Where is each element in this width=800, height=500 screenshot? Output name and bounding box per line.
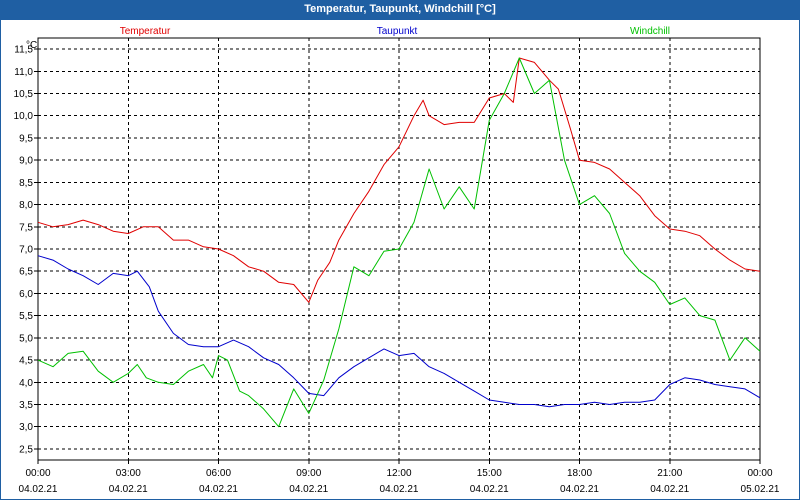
x-tick-date: 04.02.21 [289,484,328,495]
y-tick-label: 7,5 [19,222,33,233]
y-tick-label: 4,5 [19,356,33,367]
x-tick-date: 04.02.21 [109,484,148,495]
plot-border [37,37,761,461]
y-tick-label: 11,0 [14,67,33,78]
legend-temperatur: Temperatur [120,26,171,37]
y-tick-label: 2,5 [19,444,33,455]
series-line-taupunkt [37,255,761,408]
y-tick-label: 8,0 [19,200,33,211]
y-axis-unit: °C [26,40,37,51]
x-tick-date: 04.02.21 [199,484,238,495]
x-tick-time: 00:00 [747,468,772,479]
x-tick-time: 12:00 [386,468,411,479]
x-tick-time: 21:00 [657,468,682,479]
x-tick-date: 04.02.21 [380,484,419,495]
y-tick-label: 6,0 [19,289,33,300]
x-tick-date: 04.02.21 [470,484,509,495]
y-tick-label: 11,5 [14,45,33,56]
x-tick-date: 04.02.21 [560,484,599,495]
plot-axes [34,37,761,464]
y-tick-label: 10,0 [14,111,34,122]
x-tick-date: 05.02.21 [741,484,780,495]
series-lines [37,57,761,428]
x-tick-time: 15:00 [477,468,502,479]
x-tick-date: 04.02.21 [19,484,58,495]
y-tick-label: 9,5 [19,133,33,144]
y-tick-label: 5,5 [19,311,33,322]
y-tick-label: 3,0 [19,422,33,433]
series-line-windchill [37,57,761,428]
y-tick-label: 9,0 [19,156,33,167]
legend-windchill: Windchill [630,26,670,37]
window-title: Temperatur, Taupunkt, Windchill [°C] [0,0,800,19]
y-tick-label: 8,5 [19,178,33,189]
x-tick-time: 09:00 [296,468,321,479]
x-tick-time: 18:00 [567,468,592,479]
y-tick-label: 10,5 [14,89,34,100]
legend-taupunkt: Taupunkt [377,26,418,37]
series-line-temperatur [37,57,761,303]
y-tick-labels: 2,5 3,0 3,5 4,0 4,5 5,0 5,5 6,0 6,5 7,0 7,5 8,0 8,5 9… [14,45,34,456]
y-tick-label: 3,5 [19,400,33,411]
x-tick-labels: 00:00 04.02.21 03:00 04.02.21 06:00 04.02.21 0… [19,468,780,495]
x-tick-time: 06:00 [206,468,231,479]
x-tick-time: 03:00 [116,468,141,479]
y-tick-label: 5,0 [19,333,33,344]
y-tick-label: 7,0 [19,245,33,256]
x-tick-date: 04.02.21 [650,484,689,495]
x-tick-time: 00:00 [25,468,50,479]
y-tick-label: 4,0 [19,378,33,389]
y-tick-label: 6,5 [19,267,33,278]
